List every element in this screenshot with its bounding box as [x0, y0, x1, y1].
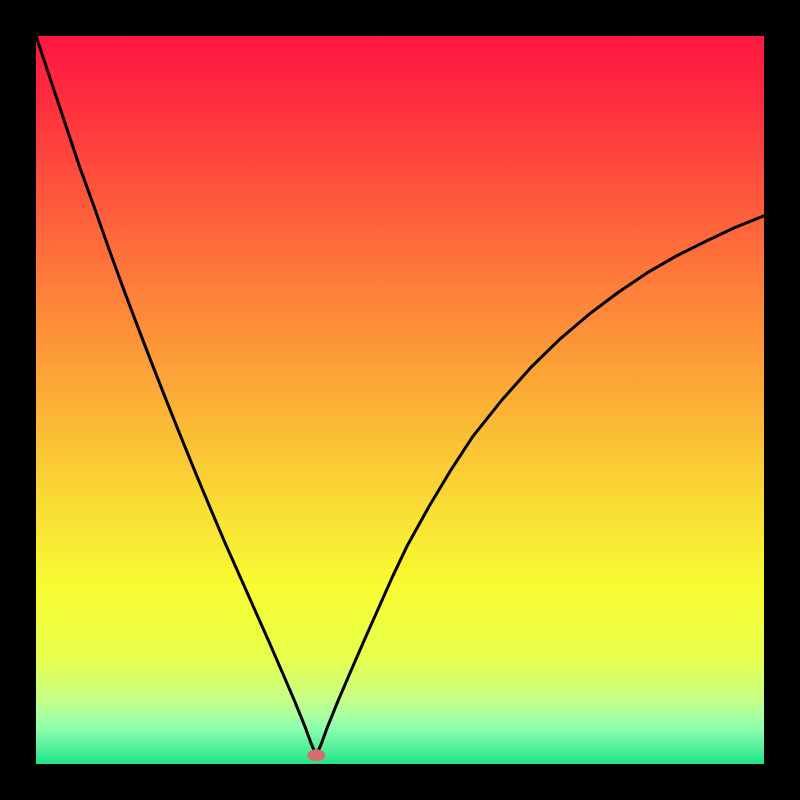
frame-left — [0, 0, 36, 800]
chart-container: TheBottleneck.com — [0, 0, 800, 800]
plot-area — [36, 36, 764, 764]
min-marker — [307, 749, 325, 761]
plot-svg — [36, 36, 764, 764]
frame-top — [0, 0, 800, 36]
gradient-background — [36, 36, 764, 764]
frame-bottom — [0, 764, 800, 800]
frame-right — [764, 0, 800, 800]
